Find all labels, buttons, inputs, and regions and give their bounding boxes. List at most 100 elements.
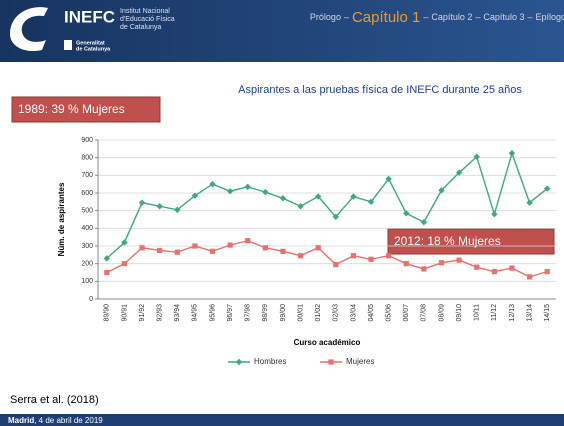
marker (121, 239, 128, 246)
series-line (106, 239, 548, 278)
x-tick-label: 89/90 (104, 304, 111, 322)
institute-line: d'Educació Física (120, 16, 175, 23)
marker (262, 188, 269, 196)
nav-separator: – (475, 12, 480, 22)
y-tick-label: 700 (81, 172, 93, 179)
gov-icon (64, 40, 72, 50)
x-tick-label: 98/99 (262, 304, 269, 322)
nav-item: Epílogo (535, 12, 564, 22)
callout-text: 1989: 39 % Mujeres (18, 102, 125, 116)
callout-box (387, 228, 555, 255)
x-tick-label: 14/15 (544, 304, 551, 322)
legend-marker (235, 358, 243, 366)
x-tick-label: 92/93 (156, 304, 163, 322)
footer: Madrid, 4 de abril de 2019 (8, 416, 103, 425)
marker (333, 261, 339, 268)
x-tick-label: 99/00 (280, 304, 287, 322)
x-axis-title: Curso académico (294, 338, 361, 347)
marker (350, 253, 357, 259)
x-tick-label: 06/07 (403, 304, 410, 322)
marker (543, 185, 551, 192)
marker (456, 257, 462, 263)
nav-item: Prólogo (310, 12, 341, 22)
legend-label: Mujeres (346, 357, 374, 366)
marker (421, 266, 427, 272)
nav-item: Capítulo 2 (431, 12, 472, 22)
marker (526, 199, 533, 206)
marker (227, 242, 233, 248)
x-tick-label: 93/94 (174, 304, 181, 322)
marker (509, 265, 515, 271)
x-tick-label: 02/03 (333, 304, 340, 322)
marker (491, 269, 497, 275)
marker (245, 238, 251, 244)
marker (455, 169, 463, 176)
callouts: 1989: 39 % Mujeres 2012: 18 % Mujeres (11, 96, 555, 255)
institute-line: de Catalunya (120, 24, 161, 31)
y-tick-label: 900 (81, 137, 93, 144)
nav-separator: – (344, 12, 349, 22)
marker (438, 260, 445, 266)
x-tick-label: 94/95 (192, 304, 199, 322)
gov-line: de Catalunya (76, 46, 111, 52)
x-tick-label: 12/13 (509, 304, 516, 322)
marker (508, 150, 516, 157)
marker (174, 206, 181, 213)
footer-date: , 4 de abril de 2019 (34, 416, 103, 425)
marker (367, 198, 375, 206)
x-tick-label: 96/97 (227, 304, 234, 322)
marker (403, 261, 409, 267)
marker (244, 183, 251, 191)
marker (209, 180, 216, 188)
marker (157, 247, 163, 254)
logo-icon (10, 7, 48, 52)
y-tick-label: 600 (81, 190, 93, 197)
marker (438, 187, 445, 194)
marker (403, 210, 410, 217)
x-tick-label: 10/11 (474, 304, 481, 321)
marker (544, 269, 550, 275)
x-tick-label: 00/01 (297, 304, 304, 322)
y-tick-label: 300 (81, 243, 93, 250)
institute-line: Institut Nacional (120, 8, 170, 15)
x-tick-label: 13/14 (526, 304, 533, 322)
marker (526, 274, 533, 280)
marker (156, 203, 163, 210)
marker (385, 175, 392, 183)
marker (139, 245, 145, 251)
footer-band (0, 414, 564, 426)
marker (174, 249, 180, 255)
marker (386, 253, 392, 259)
y-tick-label: 500 (81, 208, 93, 215)
chart-title: Aspirantes a las pruebas física de INEFC… (238, 84, 522, 96)
header-band (0, 0, 564, 62)
nav-item: Capítulo 3 (483, 12, 524, 22)
marker (138, 199, 146, 206)
marker (192, 243, 198, 249)
x-tick-label: 90/91 (121, 304, 128, 322)
marker (473, 153, 480, 160)
marker (209, 248, 216, 254)
x-tick-label: 08/09 (438, 304, 445, 322)
y-tick-label: 400 (81, 225, 93, 232)
x-tick-label: 07/08 (421, 304, 428, 322)
x-tick-label: 01/02 (315, 304, 322, 322)
x-tick-label: 09/10 (456, 304, 463, 322)
x-tick-label: 03/04 (350, 304, 357, 322)
marker (491, 211, 498, 218)
x-tick-label: 05/06 (385, 304, 392, 322)
nav-separator: – (423, 12, 428, 22)
y-axis-title: Núm. de aspirantes (57, 182, 66, 256)
footer-place: Madrid (8, 416, 34, 425)
marker (279, 195, 287, 202)
x-tick-label: 04/05 (368, 304, 375, 322)
callout-box (11, 96, 161, 123)
source: Serra et al. (2018) (10, 394, 99, 406)
y-tick-label: 800 (81, 155, 93, 162)
marker (262, 245, 268, 251)
marker (280, 248, 286, 254)
legend-marker (328, 359, 334, 365)
marker (314, 193, 322, 200)
